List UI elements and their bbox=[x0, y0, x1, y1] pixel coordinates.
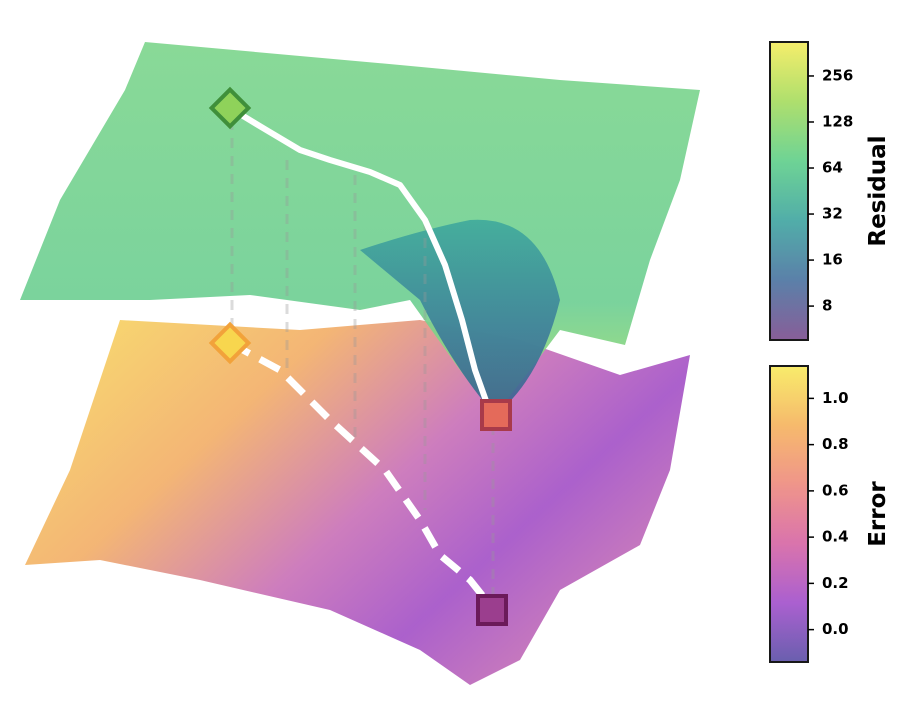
error-path bbox=[228, 339, 493, 608]
tick-label: 8 bbox=[822, 297, 832, 315]
colorbar bbox=[769, 365, 809, 663]
start-marker bbox=[208, 321, 252, 365]
error-surface bbox=[25, 320, 690, 685]
tick-label: 64 bbox=[822, 159, 843, 177]
guide-lines bbox=[230, 120, 495, 600]
tick-label: 0.2 bbox=[822, 574, 849, 592]
start-marker bbox=[208, 86, 252, 130]
tick-label: 1.0 bbox=[822, 389, 849, 407]
colorbar-label: Residual bbox=[865, 135, 891, 246]
tick-label: 0.0 bbox=[822, 620, 849, 638]
colorbar bbox=[769, 41, 809, 341]
colorbar-label: Error bbox=[865, 481, 891, 547]
tick-label: 16 bbox=[822, 251, 843, 269]
tick-label: 256 bbox=[822, 66, 853, 84]
tick-label: 0.4 bbox=[822, 528, 849, 546]
tick-label: 32 bbox=[822, 205, 843, 223]
tick-label: 0.6 bbox=[822, 481, 849, 499]
end-marker bbox=[480, 399, 512, 431]
end-marker bbox=[476, 594, 508, 626]
residual-path bbox=[228, 105, 493, 414]
tick-label: 0.8 bbox=[822, 435, 849, 453]
tick-label: 128 bbox=[822, 112, 853, 130]
